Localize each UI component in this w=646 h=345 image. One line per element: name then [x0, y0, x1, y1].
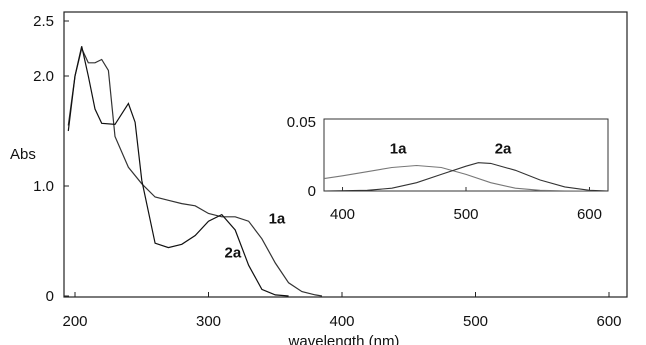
y-tick-label: 1.0 — [33, 178, 54, 195]
main-annotations-group: 1a 2a — [225, 210, 286, 261]
inset-x-tick-label: 500 — [453, 206, 478, 223]
plot-frame — [63, 11, 628, 298]
x-axis-label: wavelength (nm) — [288, 333, 400, 345]
main-plot-area: 200 300 400 500 600 0 1.0 2.0 2.5 — [33, 11, 628, 330]
inset-x-tick-label: 600 — [577, 206, 602, 223]
series-line-2a — [67, 46, 289, 297]
y-tick-label: 2.0 — [33, 68, 54, 85]
y-tick-label: 0 — [46, 288, 54, 305]
main-series-group — [67, 46, 323, 297]
x-tick-label: 400 — [329, 313, 354, 330]
y-tick-label: 2.5 — [33, 13, 54, 30]
inset-y-tick-label: 0.05 — [287, 114, 316, 131]
inset-series-line-1a — [324, 164, 608, 191]
inset-series-line-2a — [324, 162, 608, 191]
series-label-1a: 1a — [269, 210, 286, 227]
inset-series-group — [324, 162, 608, 191]
series-label-2a: 2a — [225, 245, 242, 262]
x-tick-label: 600 — [596, 313, 621, 330]
inset-series-label-2a: 2a — [495, 141, 512, 158]
x-tick-label: 200 — [62, 313, 87, 330]
series-line-1a — [67, 46, 323, 297]
x-tick-label: 500 — [463, 313, 488, 330]
inset-x-tick-label: 400 — [330, 206, 355, 223]
inset-plot: 400 500 600 0 0.05 1a 2a — [287, 114, 609, 223]
inset-y-tick-label: 0 — [308, 183, 316, 200]
y-axis-label: Abs — [10, 146, 36, 163]
inset-series-label-1a: 1a — [390, 141, 407, 158]
inset-frame — [323, 118, 609, 192]
x-tick-label: 300 — [196, 313, 221, 330]
